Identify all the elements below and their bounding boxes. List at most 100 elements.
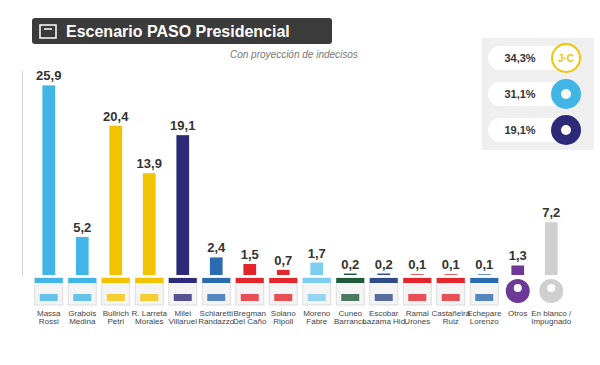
bar — [545, 222, 558, 275]
x-tick-label-line: Ramal — [406, 309, 429, 318]
card-name — [475, 294, 493, 301]
bar — [277, 270, 290, 275]
x-tick: SolanoRipoll — [271, 307, 296, 326]
card-band — [135, 278, 163, 283]
summary-logo — [552, 80, 580, 108]
data-label: 1,7 — [308, 246, 326, 261]
card-band — [269, 278, 297, 283]
bar — [344, 274, 357, 275]
title: Escenario PASO Presidencial — [66, 23, 290, 40]
card-band — [202, 278, 230, 283]
data-label: 20,4 — [103, 109, 129, 124]
card-photo — [370, 278, 398, 305]
card-photo — [269, 278, 297, 305]
x-tick: MorenoFabre — [303, 307, 331, 326]
x-tick-label: SchiarettiRandazzo — [198, 309, 235, 327]
bar — [176, 135, 189, 275]
card — [303, 278, 331, 305]
x-tick-label-line: Randazzo — [198, 317, 235, 326]
card-band — [68, 278, 96, 283]
ballot-icon — [40, 25, 56, 38]
title-band — [32, 18, 332, 44]
x-tick-label: EchepareLorenzo — [467, 309, 502, 327]
bars — [42, 85, 557, 275]
card — [102, 278, 130, 305]
x-tick-label-line: Rossi — [39, 317, 59, 326]
x-tick-label: BregmanDel Caño — [233, 309, 267, 327]
summary-panel: 34,3%J·C31,1%19,1% — [482, 38, 594, 150]
data-label: 0,1 — [442, 257, 460, 272]
card-photo — [35, 278, 63, 305]
x-tick-label-line: R. Larreta — [131, 309, 167, 318]
card-band — [370, 278, 398, 283]
x-tick-label-line: Fabre — [306, 317, 327, 326]
summary-label: 34,3% — [504, 52, 535, 64]
card-name — [40, 294, 58, 301]
card-band — [403, 278, 431, 283]
card-band — [336, 278, 364, 283]
card-photo — [169, 278, 197, 305]
x-tick-label-line: Cuneo — [338, 309, 362, 318]
card-name — [140, 294, 158, 301]
x-tick-label-line: Bullrich — [103, 309, 129, 318]
card-name — [341, 294, 359, 301]
card — [236, 278, 264, 305]
card — [506, 279, 530, 303]
x-tick-label: MorenoFabre — [303, 309, 331, 327]
card-icon-detail — [514, 284, 522, 292]
card — [336, 278, 364, 305]
card — [539, 279, 563, 303]
card-photo — [336, 278, 364, 305]
x-tick-label-line: Impugnado — [531, 317, 572, 326]
card-photo — [102, 278, 130, 305]
x-tick-label-line: Bregman — [234, 309, 266, 318]
ballot-icon-slot — [44, 28, 52, 30]
x-tick-label-line: Milei — [175, 309, 192, 318]
card — [169, 278, 197, 305]
bar — [42, 85, 55, 275]
x-tick: EchepareLorenzo — [467, 307, 502, 326]
summary-item: 19,1% — [488, 116, 580, 144]
card-name — [442, 294, 460, 301]
x-tick-label-line: Solano — [271, 309, 296, 318]
data-label: 1,5 — [241, 247, 259, 262]
data-label: 0,1 — [408, 257, 426, 272]
card-photo — [68, 278, 96, 305]
x-tick: En blanco /Impugnado — [531, 307, 572, 326]
card-photo — [470, 278, 498, 305]
bar — [143, 173, 156, 275]
x-tick: BregmanDel Caño — [233, 307, 267, 326]
card-photo — [236, 278, 264, 305]
x-tick-label-line: Villaruel — [169, 317, 198, 326]
x-tick-label-line: Ripoll — [273, 317, 293, 326]
card-name — [73, 294, 91, 301]
x-tick-label: MassaRossi — [37, 309, 61, 327]
x-tick: SchiarettiRandazzo — [198, 307, 235, 326]
data-label: 2,4 — [207, 240, 226, 255]
header: Escenario PASO PresidencialCon proyecció… — [32, 18, 358, 60]
card — [370, 278, 398, 305]
x-tick-label-line: Escobar — [369, 309, 399, 318]
card-band — [303, 278, 331, 283]
x-tick-label-line: Massa — [37, 309, 61, 318]
y-axis — [22, 71, 23, 276]
x-tick: GraboisMedina — [68, 307, 96, 326]
x-tick: R. LarretaMorales — [131, 307, 167, 326]
data-label: 0,2 — [341, 257, 359, 272]
x-tick: MileiVillaruel — [169, 307, 198, 326]
card-name — [241, 294, 259, 301]
x-tick-label-line: Del Caño — [233, 317, 267, 326]
x-tick-label: GraboisMedina — [68, 309, 96, 327]
card-band — [470, 278, 498, 283]
summary-logo-mark — [561, 125, 571, 135]
x-tick: MassaRossi — [37, 307, 61, 326]
data-label: 13,9 — [137, 156, 162, 171]
summary-label: 19,1% — [504, 124, 535, 136]
data-label: 7,2 — [542, 205, 560, 220]
summary-logo — [552, 44, 580, 72]
summary-logo-mark — [561, 89, 571, 99]
x-tick-label-line: Petri — [108, 317, 125, 326]
y-axis-line — [22, 71, 23, 276]
data-labels: 25,95,220,413,919,12,41,50,71,70,20,20,1… — [36, 68, 560, 272]
x-tick-label-line: Urones — [404, 317, 430, 326]
